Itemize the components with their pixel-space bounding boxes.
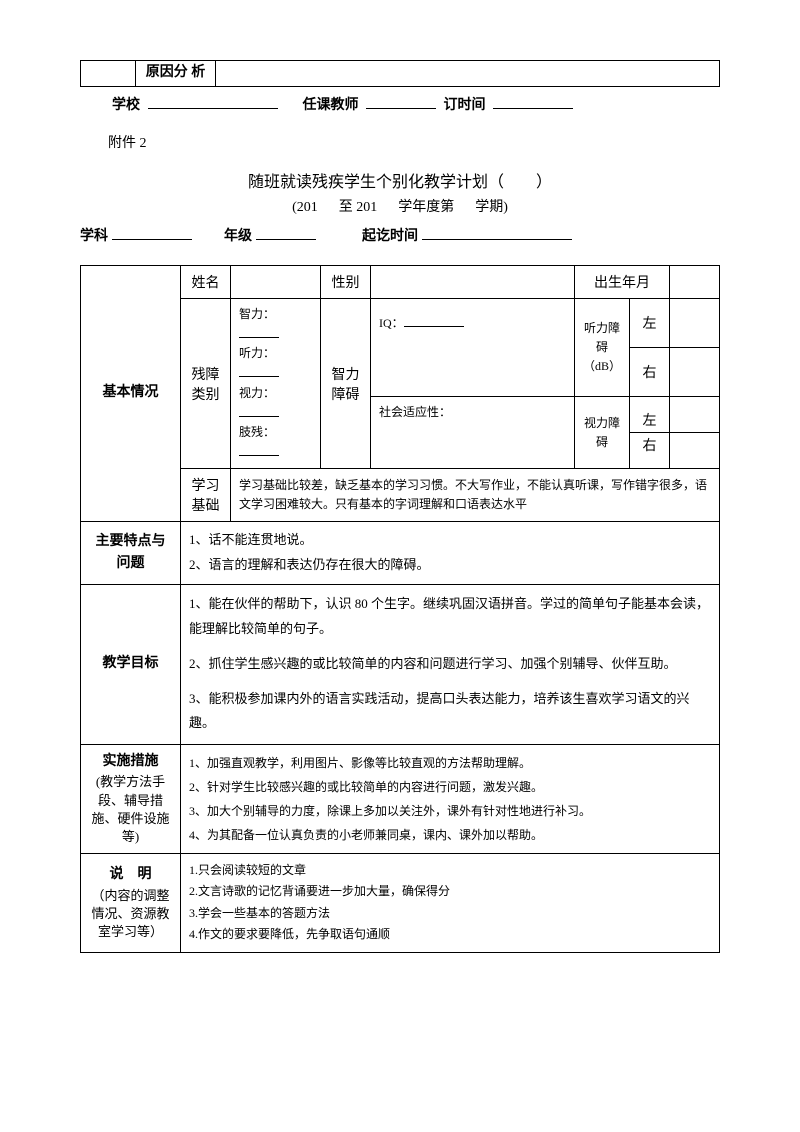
features-line1: 1、话不能连贯地说。: [189, 528, 711, 553]
limb-blank[interactable]: [239, 442, 279, 456]
reason-analysis-content: [216, 61, 720, 87]
school-label: 学校: [112, 98, 140, 113]
goals-line2: 2、抓住学生感兴趣的或比较简单的内容和问题进行学习、加强个别辅导、伙伴互助。: [189, 652, 711, 677]
learning-basis-content: 学习基础比较差，缺乏基本的学习习惯。不大写作业，不能认真听课，写作错字很多，语文…: [231, 469, 720, 522]
name-value[interactable]: [231, 265, 321, 298]
hearing-left-value[interactable]: [670, 298, 720, 347]
main-table: 基本情况 姓名 性别 出生年月 残障类别 智力： 听力： 视力： 肢残： 智力障…: [80, 265, 720, 953]
hearing-right-label: 右: [630, 348, 670, 397]
vision-left-value[interactable]: [670, 412, 719, 433]
vision-lr-cell: 左 右: [630, 397, 670, 469]
notes-line2: 2.文言诗歌的记忆背诵要进一步加大量，确保得分: [189, 881, 711, 903]
goals-content: 1、能在伙伴的帮助下，认识 80 个生字。继续巩固汉语拼音。学过的简单句子能基本…: [181, 584, 720, 744]
reason-analysis-label: 原因分 析: [136, 61, 216, 87]
top-reason-table: 原因分 析: [80, 60, 720, 87]
vision-lr-value-cell: [670, 397, 720, 469]
measures-line3: 3、加大个别辅导的力度，除课上多加以关注外，课外有针对性地进行补习。: [189, 799, 711, 823]
notes-header: 说 明 （内容的调整情况、资源教室学习等）: [81, 853, 181, 952]
goals-line3: 3、能积极参加课内外的语言实践活动，提高口头表达能力，培养该生喜欢学习语文的兴趣…: [189, 687, 711, 736]
vision-disability-label: 视力障碍: [575, 397, 630, 469]
year-mid: 至 201: [339, 200, 378, 215]
measures-line1: 1、加强直观教学，利用图片、影像等比较直观的方法帮助理解。: [189, 751, 711, 775]
year1-prefix: (201: [292, 200, 318, 215]
notes-line4: 4.作文的要求要降低，先争取语句通顺: [189, 924, 711, 946]
notes-content: 1.只会阅读较短的文章 2.文言诗歌的记忆背诵要进一步加大量，确保得分 3.学会…: [181, 853, 720, 952]
features-line2: 2、语言的理解和表达仍存在很大的障碍。: [189, 553, 711, 578]
doc-title: 随班就读残疾学生个别化教学计划（ ）: [80, 168, 720, 192]
hearing-label: 听力：: [239, 346, 275, 360]
vision-label: 视力：: [239, 386, 275, 400]
doc-subtitle: (201 至 201 学年度第 学期): [80, 196, 720, 216]
notes-line1: 1.只会阅读较短的文章: [189, 860, 711, 882]
notes-sub: （内容的调整情况、资源教室学习等）: [89, 887, 172, 942]
hearing-blank[interactable]: [239, 363, 279, 377]
teacher-label: 任课教师: [303, 98, 359, 113]
disability-types-cell: 智力： 听力： 视力： 肢残：: [231, 298, 321, 469]
limb-label: 肢残：: [239, 425, 275, 439]
vision-right-label: 右: [630, 433, 669, 457]
period-label: 起讫时间: [362, 229, 418, 244]
measures-line4: 4、为其配备一位认真负责的小老师兼同桌，课内、课外加以帮助。: [189, 823, 711, 847]
iq-cell: IQ：: [371, 298, 575, 397]
attachment-label: 附件 2: [108, 132, 720, 152]
social-adapt-label: 社会适应性：: [371, 397, 575, 469]
subject-blank[interactable]: [112, 224, 192, 240]
vision-right-value[interactable]: [670, 433, 719, 453]
teacher-blank[interactable]: [366, 93, 436, 109]
date-blank[interactable]: [493, 93, 573, 109]
iq-label: IQ：: [379, 316, 404, 330]
intel-label: 智力：: [239, 307, 275, 321]
hearing-left-label: 左: [630, 298, 670, 347]
measures-header: 实施措施 (教学方法手段、辅导措施、硬件设施等): [81, 744, 181, 853]
intel-blank[interactable]: [239, 324, 279, 338]
gender-value[interactable]: [371, 265, 575, 298]
features-header: 主要特点与问题: [81, 522, 181, 584]
learning-basis-label: 学习基础: [181, 469, 231, 522]
subject-label: 学科: [80, 229, 108, 244]
vision-left-label: 左: [630, 408, 669, 433]
basic-info-header: 基本情况: [81, 265, 181, 522]
birth-value[interactable]: [670, 265, 720, 298]
hearing-right-value[interactable]: [670, 348, 720, 397]
disability-category-label: 残障类别: [181, 298, 231, 469]
date-label: 订时间: [444, 98, 486, 113]
goals-line1: 1、能在伙伴的帮助下，认识 80 个生字。继续巩固汉语拼音。学过的简单句子能基本…: [189, 592, 711, 641]
notes-line3: 3.学会一些基本的答题方法: [189, 903, 711, 925]
measures-header-text: 实施措施: [89, 751, 172, 773]
iq-blank[interactable]: [404, 313, 464, 327]
top-blank-cell: [81, 61, 136, 87]
birth-label: 出生年月: [575, 265, 670, 298]
semester-suffix: 学期): [475, 200, 508, 215]
school-blank[interactable]: [148, 93, 278, 109]
goals-header: 教学目标: [81, 584, 181, 744]
vision-blank[interactable]: [239, 403, 279, 417]
notes-header-text: 说 明: [89, 864, 172, 886]
gender-label: 性别: [321, 265, 371, 298]
grade-label: 年级: [224, 229, 252, 244]
school-info-line: 学校 任课教师 订时间: [80, 93, 720, 114]
meta-line: 学科 年级 起讫时间: [80, 224, 720, 245]
grade-blank[interactable]: [256, 224, 316, 240]
name-label: 姓名: [181, 265, 231, 298]
hearing-disability-label: 听力障碍（dB）: [575, 298, 630, 397]
measures-line2: 2、针对学生比较感兴趣的或比较简单的内容进行问题，激发兴趣。: [189, 775, 711, 799]
period-blank[interactable]: [422, 224, 572, 240]
features-content: 1、话不能连贯地说。 2、语言的理解和表达仍存在很大的障碍。: [181, 522, 720, 584]
intellectual-disability-label: 智力障碍: [321, 298, 371, 469]
semester-label: 学年度第: [398, 200, 454, 215]
measures-sub: (教学方法手段、辅导措施、硬件设施等): [89, 773, 172, 846]
measures-content: 1、加强直观教学，利用图片、影像等比较直观的方法帮助理解。 2、针对学生比较感兴…: [181, 744, 720, 853]
